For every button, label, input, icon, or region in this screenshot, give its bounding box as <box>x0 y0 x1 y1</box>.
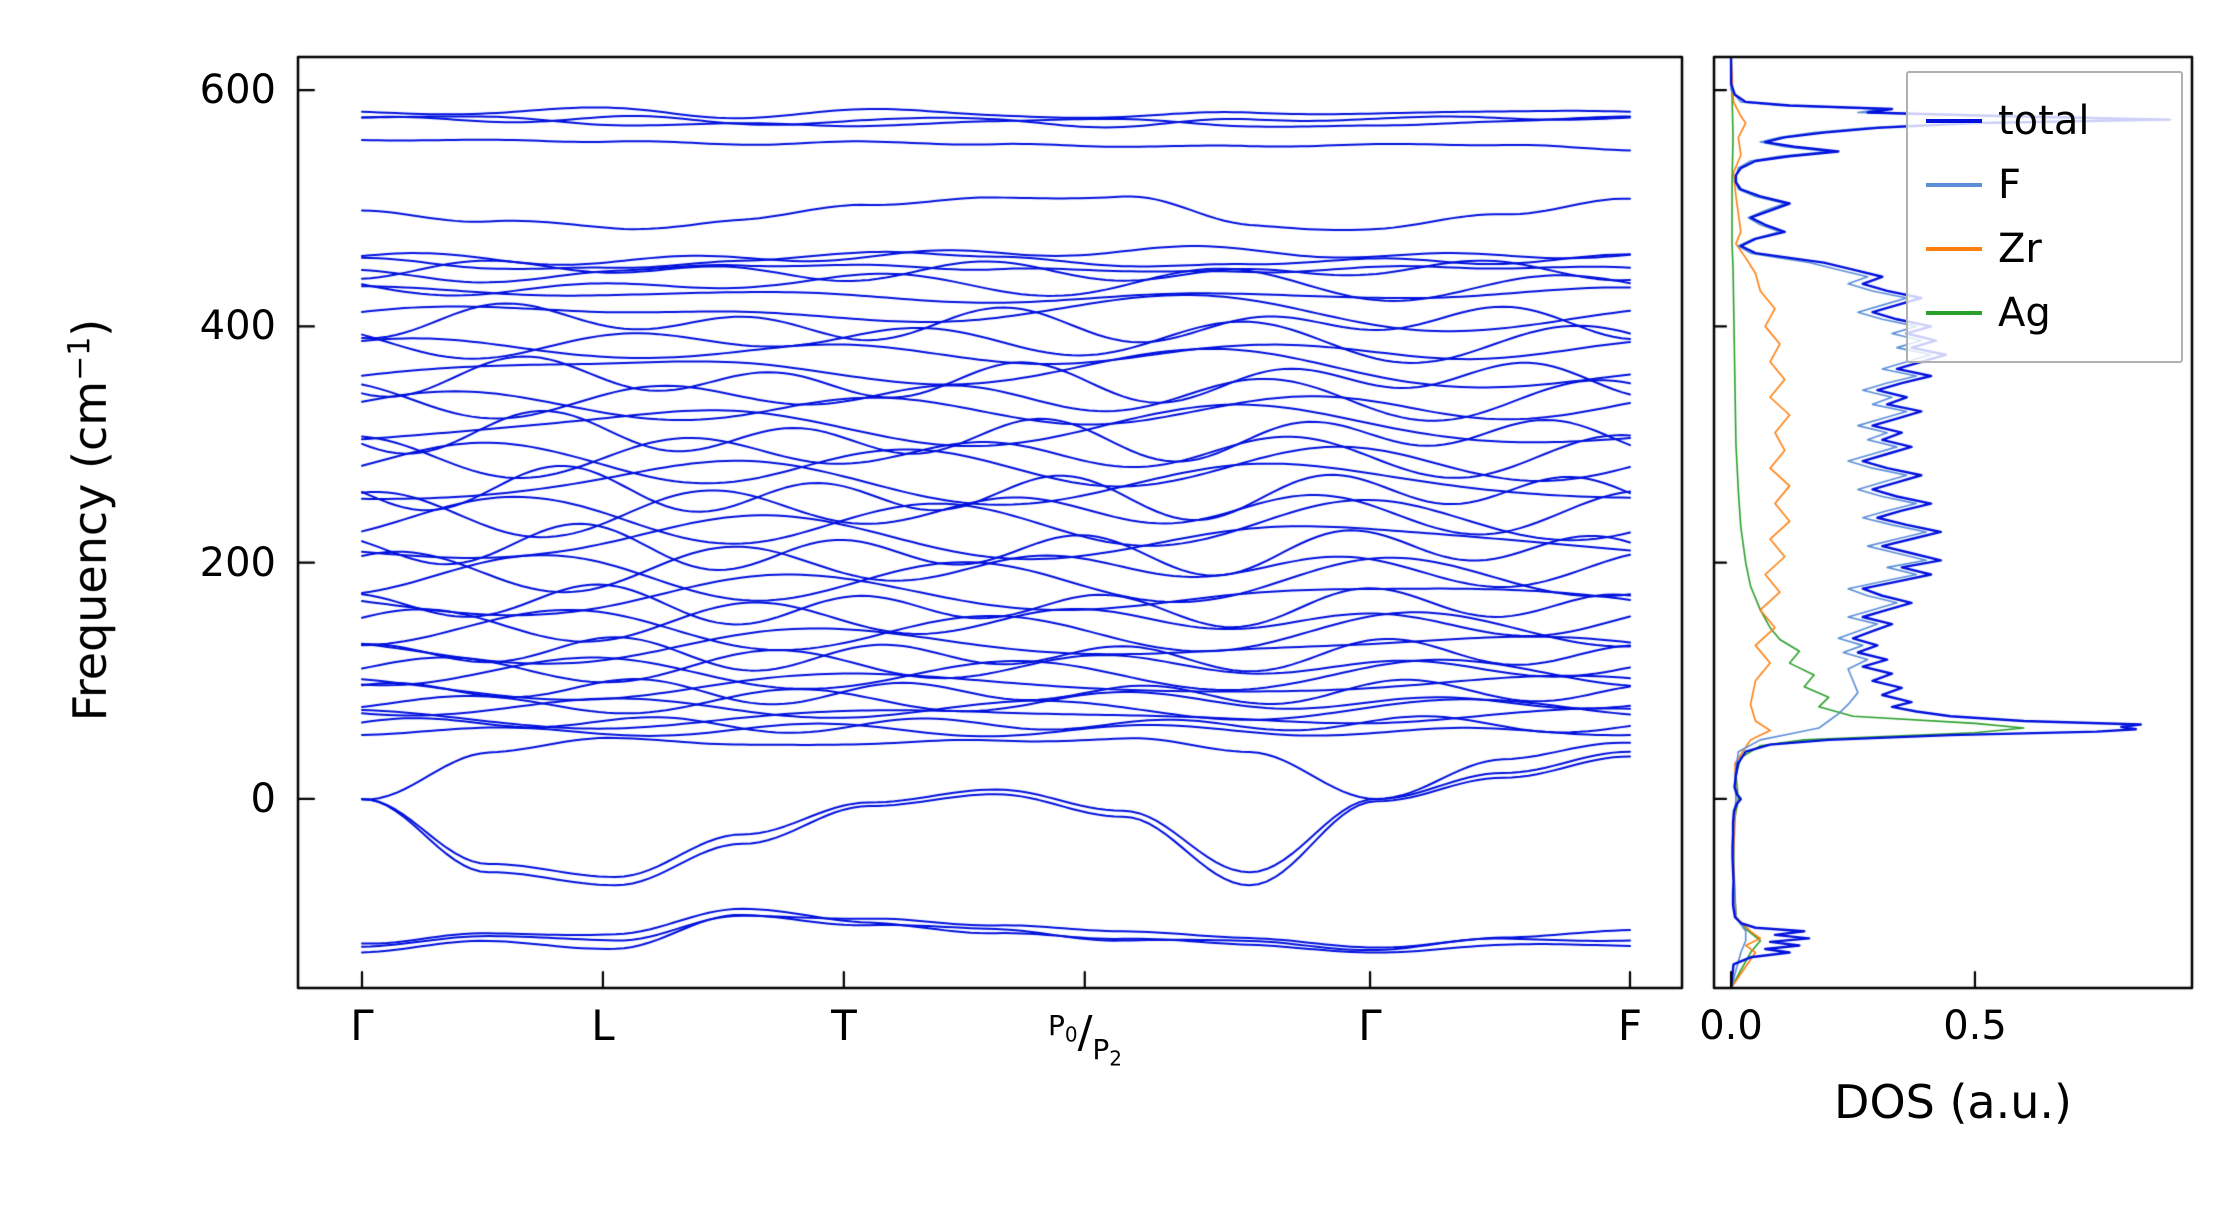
xtick-label-gamma-1: Γ <box>350 1001 374 1050</box>
ytick-label-600: 600 <box>199 67 276 113</box>
dos-axis-title: DOS (a.u.) <box>1834 1075 2072 1129</box>
xtick-label-P0-P2: P0/P2 <box>1047 1007 1123 1071</box>
legend-entry-total: total <box>1926 99 2163 143</box>
ytick-label-200: 200 <box>199 540 276 586</box>
legend-line-zr <box>1926 247 1982 251</box>
legend-entry-ag: Ag <box>1926 291 2163 335</box>
dos-xtick-label-05: 0.5 <box>1943 1003 2007 1049</box>
legend-entry-f: F <box>1926 163 2163 207</box>
legend-label-ag: Ag <box>1998 290 2051 336</box>
ytick-label-0: 0 <box>250 776 276 822</box>
legend: total F Zr Ag <box>1906 71 2183 363</box>
legend-entry-zr: Zr <box>1926 227 2163 271</box>
p2-label: P2 <box>1092 1033 1123 1071</box>
xtick-label-T: T <box>831 1001 857 1050</box>
xtick-label-gamma-2: Γ <box>1358 1001 1382 1050</box>
legend-line-f <box>1926 183 1982 187</box>
legend-label-total: total <box>1998 98 2090 144</box>
xtick-label-L: L <box>591 1001 615 1050</box>
legend-line-total <box>1926 119 1982 123</box>
legend-line-ag <box>1926 311 1982 315</box>
legend-label-zr: Zr <box>1998 226 2042 272</box>
xtick-label-F: F <box>1617 1001 1643 1050</box>
p0-label: P0 <box>1047 1009 1078 1047</box>
y-axis-title: Frequency (cm−1) <box>62 318 117 722</box>
legend-label-f: F <box>1998 162 2022 208</box>
dos-xtick-label-0: 0.0 <box>1699 1003 1763 1049</box>
ytick-label-400: 400 <box>199 303 276 349</box>
